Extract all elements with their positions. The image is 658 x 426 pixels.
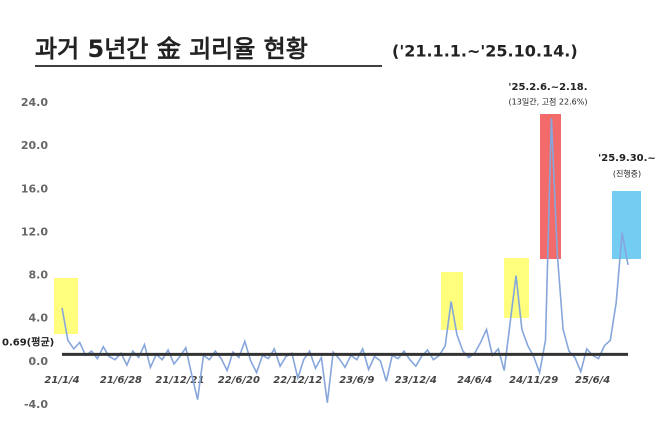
highlight xyxy=(441,272,463,330)
highlight xyxy=(54,278,78,334)
mean-label: 0.69(평균) xyxy=(2,335,54,348)
chart-title: 과거 5년간 金 괴리율 현황 xyxy=(35,35,308,63)
x-tick-label: 23/12/4 xyxy=(395,375,437,386)
annotation: (진행중) xyxy=(613,169,641,179)
y-tick-label: 0.0 xyxy=(29,355,49,368)
y-tick-label: 4.0 xyxy=(29,312,49,325)
y-tick-label: 12.0 xyxy=(21,225,48,238)
y-tick-label: 20.0 xyxy=(21,139,48,152)
y-tick-label: 24.0 xyxy=(21,96,48,109)
annotation: '25.2.6.~2.18. xyxy=(508,82,587,93)
highlight xyxy=(504,258,529,318)
y-tick-label: 16.0 xyxy=(21,182,48,195)
x-tick-label: 24/6/4 xyxy=(457,375,492,386)
x-tick-label: 23/6/9 xyxy=(339,375,374,386)
x-tick-label: 21/6/28 xyxy=(100,375,142,386)
x-tick-label: 21/12/21 xyxy=(155,375,204,386)
x-tick-label: 24/11/29 xyxy=(509,375,558,386)
x-tick-label: 21/1/4 xyxy=(44,375,79,386)
x-tick-label: 22/6/20 xyxy=(218,375,260,386)
annotation: (13일간, 고점 22.6%) xyxy=(509,97,588,107)
y-tick-label: -4.0 xyxy=(24,398,48,411)
annotation: '25.9.30.~ xyxy=(598,153,656,164)
highlight xyxy=(612,191,641,259)
x-tick-label: 25/6/4 xyxy=(575,375,610,386)
x-tick-label: 22/12/12 xyxy=(273,375,322,386)
chart-subtitle: ('21.1.1.~'25.10.14.) xyxy=(392,42,578,61)
y-tick-label: 8.0 xyxy=(29,269,49,282)
